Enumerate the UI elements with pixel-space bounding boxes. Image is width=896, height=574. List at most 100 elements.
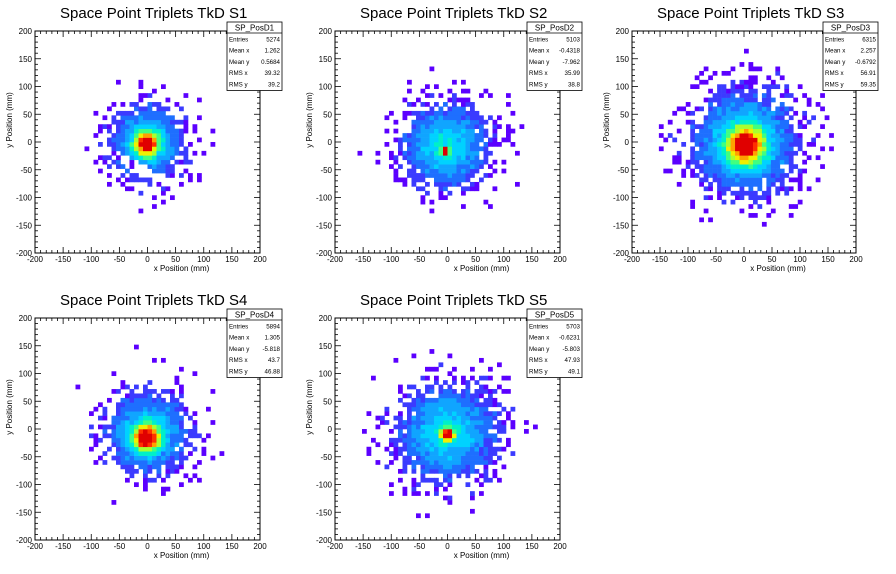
histogram-bin <box>438 119 444 125</box>
histogram-bin <box>479 137 484 143</box>
histogram-bin <box>739 115 745 121</box>
y-tick-label: 50 <box>323 110 332 119</box>
histogram-bin <box>152 110 157 116</box>
histogram-bin <box>447 477 453 483</box>
histogram-bin <box>717 97 722 103</box>
histogram-bin <box>429 366 435 372</box>
histogram-bin <box>492 128 498 134</box>
histogram-bin <box>766 199 772 205</box>
histogram-bin <box>170 451 175 456</box>
histogram-bin <box>766 146 772 152</box>
histogram-bin <box>183 115 189 121</box>
histogram-bin <box>752 75 758 81</box>
histogram-bin <box>134 429 139 434</box>
histogram-bin <box>456 124 462 129</box>
histogram-bin <box>748 137 754 143</box>
histogram-bin <box>120 142 126 147</box>
histogram-bin <box>116 142 121 147</box>
histogram-bin <box>125 133 130 138</box>
histogram-bin <box>761 142 767 147</box>
histogram-bin <box>797 124 803 129</box>
histogram-bin <box>492 415 498 421</box>
histogram-bin <box>766 84 772 90</box>
histogram-bin <box>461 137 466 143</box>
histogram-bin <box>456 424 462 430</box>
histogram-bin <box>761 159 767 165</box>
histogram-bin <box>447 97 453 103</box>
histogram-bin <box>411 353 417 359</box>
histogram-bin <box>721 115 727 121</box>
histogram-bin <box>735 190 740 196</box>
histogram-bin <box>434 380 439 385</box>
histogram-bin <box>134 115 139 121</box>
histogram-bin <box>676 128 682 134</box>
histogram-bin <box>143 124 148 129</box>
histogram-bin <box>438 106 444 112</box>
histogram-bin <box>393 173 399 178</box>
histogram-bin <box>788 168 794 174</box>
histogram-bin <box>179 389 184 394</box>
histogram-bin <box>375 150 381 156</box>
histogram-bin <box>461 177 466 183</box>
histogram-bin <box>129 124 135 129</box>
histogram-bin <box>806 119 812 125</box>
histogram-bin <box>802 168 808 174</box>
histogram-bin <box>125 128 130 134</box>
histogram-bin <box>752 88 758 94</box>
histogram-bin <box>761 150 767 156</box>
histogram-bin <box>474 142 480 147</box>
histogram-bin <box>748 155 754 161</box>
histogram-bin <box>138 177 144 183</box>
histogram-bin <box>443 110 448 116</box>
histogram-bin <box>129 393 135 399</box>
histogram-bin <box>165 142 171 147</box>
histogram-bin <box>797 181 803 187</box>
histogram-bin <box>420 442 426 448</box>
histogram-bin <box>120 424 126 430</box>
histogram-bin <box>470 106 475 112</box>
histogram-bin <box>147 106 153 112</box>
histogram-bin <box>690 84 696 90</box>
histogram-bin <box>730 190 736 196</box>
histogram-bin <box>447 455 453 461</box>
histogram-bin <box>443 477 448 483</box>
histogram-bin <box>170 455 175 461</box>
histogram-bin <box>775 164 781 169</box>
histogram-bin <box>797 137 803 143</box>
histogram-bin <box>735 137 740 143</box>
histogram-bin <box>483 199 489 205</box>
histogram-bin <box>407 460 412 465</box>
histogram-bin <box>779 186 785 192</box>
histogram-bin <box>510 406 516 412</box>
histogram-bin <box>479 375 484 381</box>
histogram-bin <box>452 380 457 385</box>
histogram-bin <box>170 155 175 161</box>
histogram-bin <box>447 190 453 196</box>
histogram-bin <box>748 190 754 196</box>
histogram-bin <box>461 164 466 169</box>
histogram-bin <box>138 137 144 143</box>
histogram-bin <box>497 362 502 368</box>
histogram-bin <box>726 186 731 192</box>
histogram-bin <box>384 115 390 121</box>
histogram-bin <box>438 402 444 408</box>
histogram-bin <box>98 128 103 134</box>
histogram-bin <box>138 437 144 443</box>
histogram-bin <box>775 146 781 152</box>
histogram-bin <box>138 397 144 403</box>
histogram-bin <box>152 402 157 408</box>
histogram-bin <box>447 442 453 448</box>
histogram-bin <box>465 97 471 103</box>
histogram-bin <box>443 446 448 452</box>
stats-value: 38.8 <box>568 82 581 89</box>
histogram-bin <box>161 84 166 90</box>
histogram-bin <box>735 159 740 165</box>
stats-label: Mean y <box>529 346 550 353</box>
histogram-bin <box>420 128 426 134</box>
histogram-bin <box>443 115 448 121</box>
histogram-bin <box>183 437 189 443</box>
histogram-bin <box>766 190 772 196</box>
histogram-bin <box>429 93 435 98</box>
histogram-bin <box>748 195 754 201</box>
histogram-bin <box>129 402 135 408</box>
